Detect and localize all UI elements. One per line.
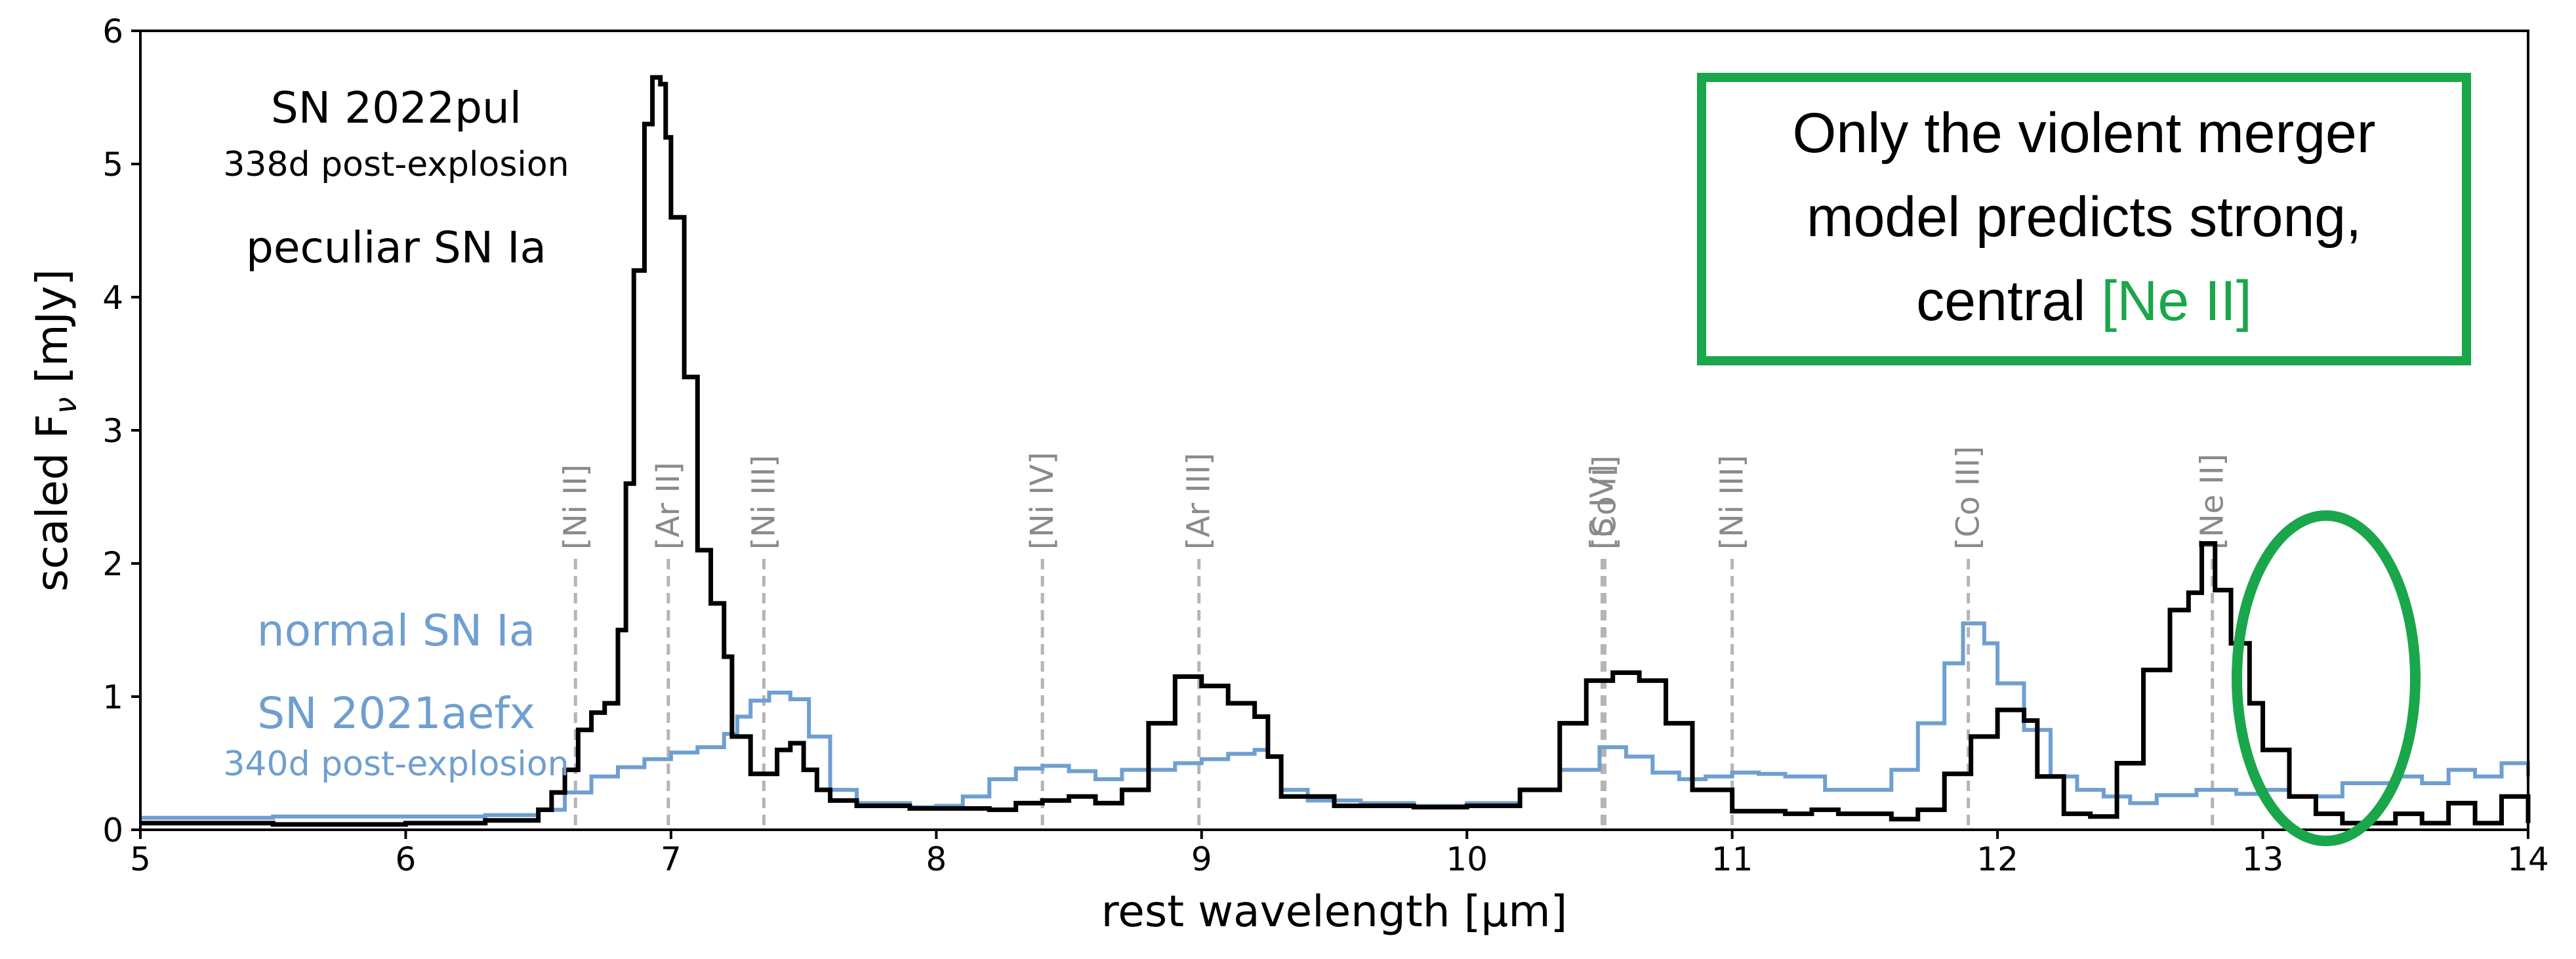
line-id-label: [Ar II] (650, 462, 687, 550)
x-tick-label: 6 (396, 840, 417, 878)
peculiar-sn-type: peculiar SN Ia (246, 222, 546, 273)
line-id-label: [Ne II] (2194, 454, 2231, 550)
normal-sn-epoch: 340d post-explosion (223, 745, 569, 784)
y-axis-title-subscript: ν (48, 397, 83, 414)
x-tick-label: 12 (1976, 840, 2018, 878)
x-axis-title: rest wavelength [μm] (1101, 886, 1568, 937)
line-id-label: [Co II] (1587, 455, 1624, 550)
line-id-label: [Ni II] (557, 464, 594, 550)
x-tick-label: 5 (130, 840, 151, 878)
y-tick-label: 5 (102, 146, 123, 184)
normal-sn-name: SN 2021aefx (257, 688, 535, 739)
y-tick-label: 1 (102, 678, 123, 716)
x-tick-label: 7 (661, 840, 682, 878)
line-id-label: [Co III] (1950, 446, 1987, 550)
line-id-label: [Ni IV] (1024, 452, 1061, 550)
y-tick-label: 0 (102, 811, 123, 849)
callout-box (1697, 73, 2471, 365)
series-layer (140, 75, 2531, 827)
x-tick-label: 8 (926, 840, 947, 878)
y-tick-label: 4 (102, 279, 123, 317)
line-id-label: [Ni III] (1714, 455, 1751, 550)
y-axis-title-unit: [mJy] (27, 269, 77, 397)
series-line-sn-2022pul (140, 75, 2531, 827)
y-tick-label: 6 (102, 12, 123, 51)
callout-line-3: central [Ne II] (1916, 270, 2251, 333)
y-tick-label: 2 (102, 545, 123, 583)
normal-sn-type: normal SN Ia (257, 605, 535, 656)
y-tick-label: 3 (102, 412, 123, 450)
peculiar-sn-name: SN 2022pul (271, 83, 521, 133)
ne-ii-highlight-ellipse (2232, 510, 2421, 846)
y-axis-title-main: scaled F (27, 414, 77, 592)
x-tick-label: 10 (1446, 840, 1488, 878)
callout-line-2: model predicts strong, (1807, 186, 2361, 249)
callout-line-3-prefix: central (1916, 270, 2101, 333)
line-id-label: [S IV] (1584, 464, 1620, 550)
x-tick-label: 13 (2242, 840, 2284, 878)
x-tick-label: 9 (1191, 840, 1212, 878)
line-id-label: [Ni III] (745, 455, 782, 550)
line-identifications: [Ni II] [Ar II] [Ni III] [Ni IV] [Ar III] [S … (557, 446, 2231, 830)
peculiar-sn-epoch: 338d post-explosion (223, 145, 569, 184)
x-tick-label: 14 (2507, 840, 2549, 878)
callout-ne-ii-highlight: [Ne II] (2101, 270, 2251, 333)
y-axis-title: scaled Fν [mJy] (27, 269, 83, 592)
x-tick-label: 11 (1711, 840, 1753, 878)
callout-line-1: Only the violent merger (1792, 102, 2375, 165)
line-id-label: [Ar III] (1181, 453, 1217, 550)
